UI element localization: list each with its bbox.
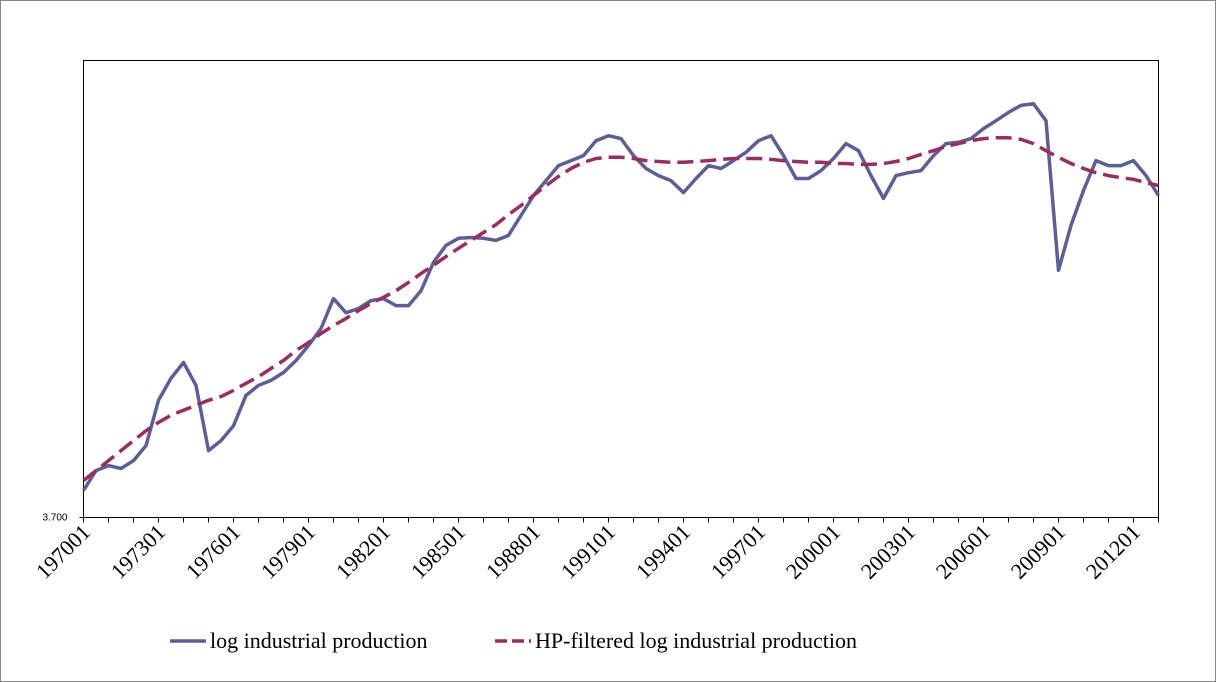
plot-area [83, 60, 1159, 518]
legend-label: log industrial production [210, 628, 428, 653]
legend-label: HP-filtered log industrial production [535, 628, 857, 653]
y-tick-label: 3.700 [42, 513, 67, 524]
series-line [82, 136, 1159, 482]
series-line [82, 101, 1160, 492]
